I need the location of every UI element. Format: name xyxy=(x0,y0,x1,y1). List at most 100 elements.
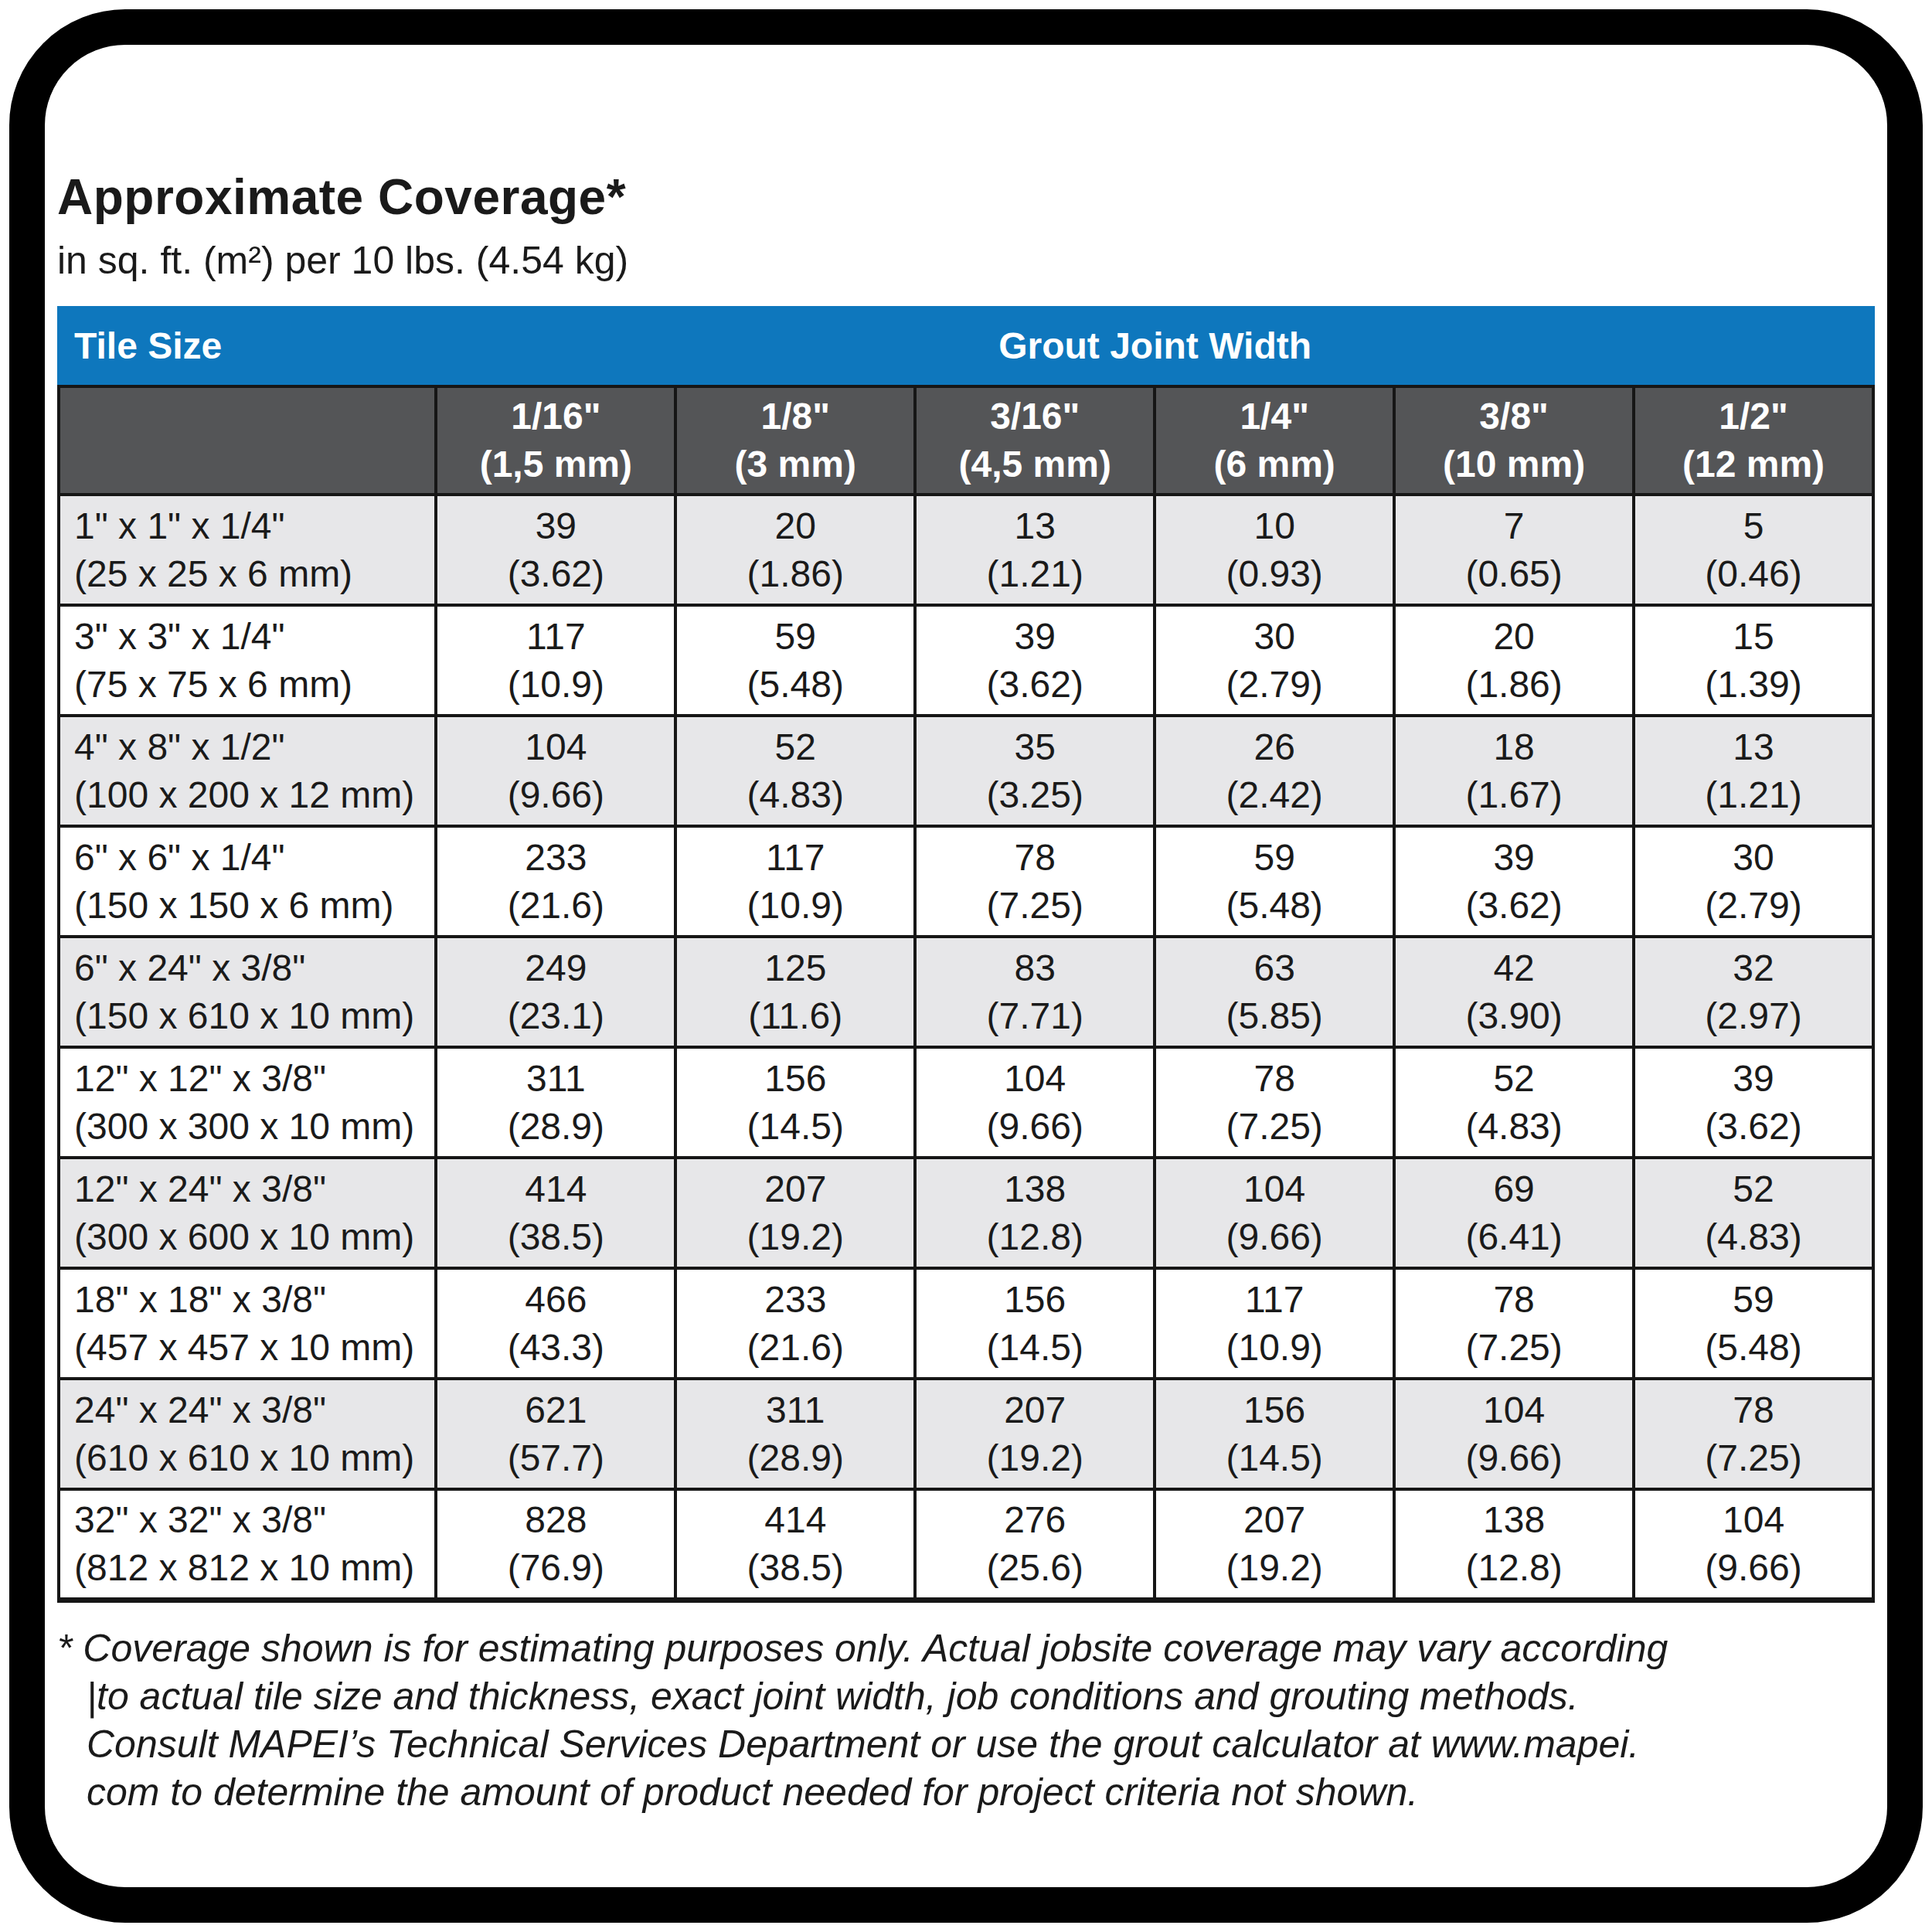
grout-joint-width-label: Grout Joint Width xyxy=(435,325,1875,367)
coverage-sqft: 233 xyxy=(440,834,671,882)
coverage-sqft: 78 xyxy=(1638,1386,1869,1434)
coverage-cell: 125(11.6) xyxy=(675,937,915,1047)
coverage-sqm: (12.8) xyxy=(920,1213,1150,1261)
coverage-sqm: (7.71) xyxy=(920,992,1150,1040)
tile-size-metric: (300 x 300 x 10 mm) xyxy=(74,1103,431,1151)
coverage-sqm: (38.5) xyxy=(440,1213,671,1261)
coverage-sqm: (7.25) xyxy=(1159,1103,1389,1151)
coverage-cell: 30(2.79) xyxy=(1634,826,1873,937)
coverage-sqft: 10 xyxy=(1159,502,1389,550)
coverage-sqm: (3.62) xyxy=(1399,882,1629,930)
table-row: 12" x 24" x 3/8"(300 x 600 x 10 mm)414(3… xyxy=(59,1158,1873,1268)
coverage-sqm: (0.93) xyxy=(1159,550,1389,598)
footnote: * Coverage shown is for estimating purpo… xyxy=(57,1624,1875,1816)
coverage-sqft: 78 xyxy=(1399,1276,1629,1324)
coverage-sqm: (3.62) xyxy=(440,550,671,598)
coverage-cell: 52(4.83) xyxy=(1634,1158,1873,1268)
coverage-cell: 10(0.93) xyxy=(1155,495,1394,605)
grout-width-inch: 1/16" xyxy=(440,393,671,440)
coverage-sqft: 276 xyxy=(920,1496,1150,1544)
coverage-cell: 35(3.25) xyxy=(915,716,1155,826)
coverage-cell: 276(25.6) xyxy=(915,1489,1155,1600)
coverage-sqm: (3.62) xyxy=(920,661,1150,709)
coverage-cell: 39(3.62) xyxy=(1394,826,1634,937)
coverage-sqft: 30 xyxy=(1638,834,1869,882)
coverage-sqft: 59 xyxy=(1159,834,1389,882)
coverage-sqft: 39 xyxy=(920,613,1150,661)
coverage-sqm: (9.66) xyxy=(1638,1544,1869,1592)
grout-width-metric: (10 mm) xyxy=(1399,440,1629,488)
coverage-sqm: (14.5) xyxy=(680,1103,910,1151)
coverage-sqm: (10.9) xyxy=(680,882,910,930)
coverage-sqft: 52 xyxy=(1638,1165,1869,1213)
coverage-sqm: (19.2) xyxy=(920,1434,1150,1482)
coverage-sqm: (6.41) xyxy=(1399,1213,1629,1261)
coverage-sqm: (3.25) xyxy=(920,771,1150,819)
coverage-sqm: (5.85) xyxy=(1159,992,1389,1040)
coverage-sqft: 30 xyxy=(1159,613,1389,661)
coverage-sqft: 13 xyxy=(920,502,1150,550)
coverage-cell: 42(3.90) xyxy=(1394,937,1634,1047)
footnote-line: Consult MAPEI’s Technical Services Depar… xyxy=(57,1720,1875,1768)
coverage-sqft: 59 xyxy=(1638,1276,1869,1324)
table-row: 6" x 6" x 1/4"(150 x 150 x 6 mm)233(21.6… xyxy=(59,826,1873,937)
coverage-cell: 233(21.6) xyxy=(675,1268,915,1379)
tile-size-inches: 18" x 18" x 3/8" xyxy=(74,1276,431,1324)
coverage-sqft: 52 xyxy=(1399,1055,1629,1103)
grout-width-column-header: 3/16" (4,5 mm) xyxy=(915,386,1155,495)
grout-width-inch: 3/8" xyxy=(1399,393,1629,440)
table-blue-header-bar: Tile Size Grout Joint Width xyxy=(57,306,1875,385)
coverage-sqm: (10.9) xyxy=(440,661,671,709)
coverage-sqft: 156 xyxy=(1159,1386,1389,1434)
coverage-cell: 52(4.83) xyxy=(1394,1047,1634,1158)
coverage-cell: 156(14.5) xyxy=(1155,1379,1394,1489)
grout-width-inch: 1/2" xyxy=(1638,393,1869,440)
coverage-sqm: (57.7) xyxy=(440,1434,671,1482)
tile-size-cell: 1" x 1" x 1/4"(25 x 25 x 6 mm) xyxy=(59,495,436,605)
coverage-sqm: (1.21) xyxy=(1638,771,1869,819)
tile-size-inches: 1" x 1" x 1/4" xyxy=(74,502,431,550)
coverage-sqm: (14.5) xyxy=(1159,1434,1389,1482)
coverage-sqm: (2.79) xyxy=(1638,882,1869,930)
tile-size-metric: (25 x 25 x 6 mm) xyxy=(74,550,431,598)
coverage-sqm: (23.1) xyxy=(440,992,671,1040)
coverage-sqft: 39 xyxy=(440,502,671,550)
tile-size-inches: 24" x 24" x 3/8" xyxy=(74,1386,431,1434)
coverage-cell: 13(1.21) xyxy=(915,495,1155,605)
coverage-sqm: (28.9) xyxy=(440,1103,671,1151)
coverage-sqm: (4.83) xyxy=(680,771,910,819)
tile-size-metric: (457 x 457 x 10 mm) xyxy=(74,1324,431,1372)
tile-size-cell: 3" x 3" x 1/4"(75 x 75 x 6 mm) xyxy=(59,605,436,716)
tile-size-metric: (150 x 610 x 10 mm) xyxy=(74,992,431,1040)
coverage-sqft: 249 xyxy=(440,944,671,992)
grout-width-metric: (12 mm) xyxy=(1638,440,1869,488)
coverage-cell: 13(1.21) xyxy=(1634,716,1873,826)
coverage-sqft: 207 xyxy=(1159,1496,1389,1544)
coverage-cell: 63(5.85) xyxy=(1155,937,1394,1047)
coverage-sqm: (11.6) xyxy=(680,992,910,1040)
coverage-cell: 466(43.3) xyxy=(436,1268,675,1379)
coverage-sqm: (21.6) xyxy=(680,1324,910,1372)
coverage-cell: 39(3.62) xyxy=(915,605,1155,716)
coverage-sqm: (4.83) xyxy=(1638,1213,1869,1261)
table-row: 3" x 3" x 1/4"(75 x 75 x 6 mm)117(10.9)5… xyxy=(59,605,1873,716)
coverage-sqm: (43.3) xyxy=(440,1324,671,1372)
coverage-cell: 7(0.65) xyxy=(1394,495,1634,605)
coverage-cell: 5(0.46) xyxy=(1634,495,1873,605)
coverage-sqm: (7.25) xyxy=(1638,1434,1869,1482)
coverage-sqft: 125 xyxy=(680,944,910,992)
grout-width-inch: 1/4" xyxy=(1159,393,1389,440)
coverage-sqm: (2.42) xyxy=(1159,771,1389,819)
coverage-cell: 78(7.25) xyxy=(1634,1379,1873,1489)
tile-size-metric: (300 x 600 x 10 mm) xyxy=(74,1213,431,1261)
coverage-sqft: 466 xyxy=(440,1276,671,1324)
coverage-sqm: (3.90) xyxy=(1399,992,1629,1040)
coverage-sqm: (5.48) xyxy=(1159,882,1389,930)
grout-width-header-row: 1/16" (1,5 mm) 1/8" (3 mm) 3/16" (4,5 mm… xyxy=(59,386,1873,495)
coverage-cell: 104(9.66) xyxy=(915,1047,1155,1158)
coverage-cell: 104(9.66) xyxy=(436,716,675,826)
coverage-sqm: (0.46) xyxy=(1638,550,1869,598)
tile-size-inches: 6" x 24" x 3/8" xyxy=(74,944,431,992)
coverage-sqm: (12.8) xyxy=(1399,1544,1629,1592)
coverage-sqft: 78 xyxy=(920,834,1150,882)
